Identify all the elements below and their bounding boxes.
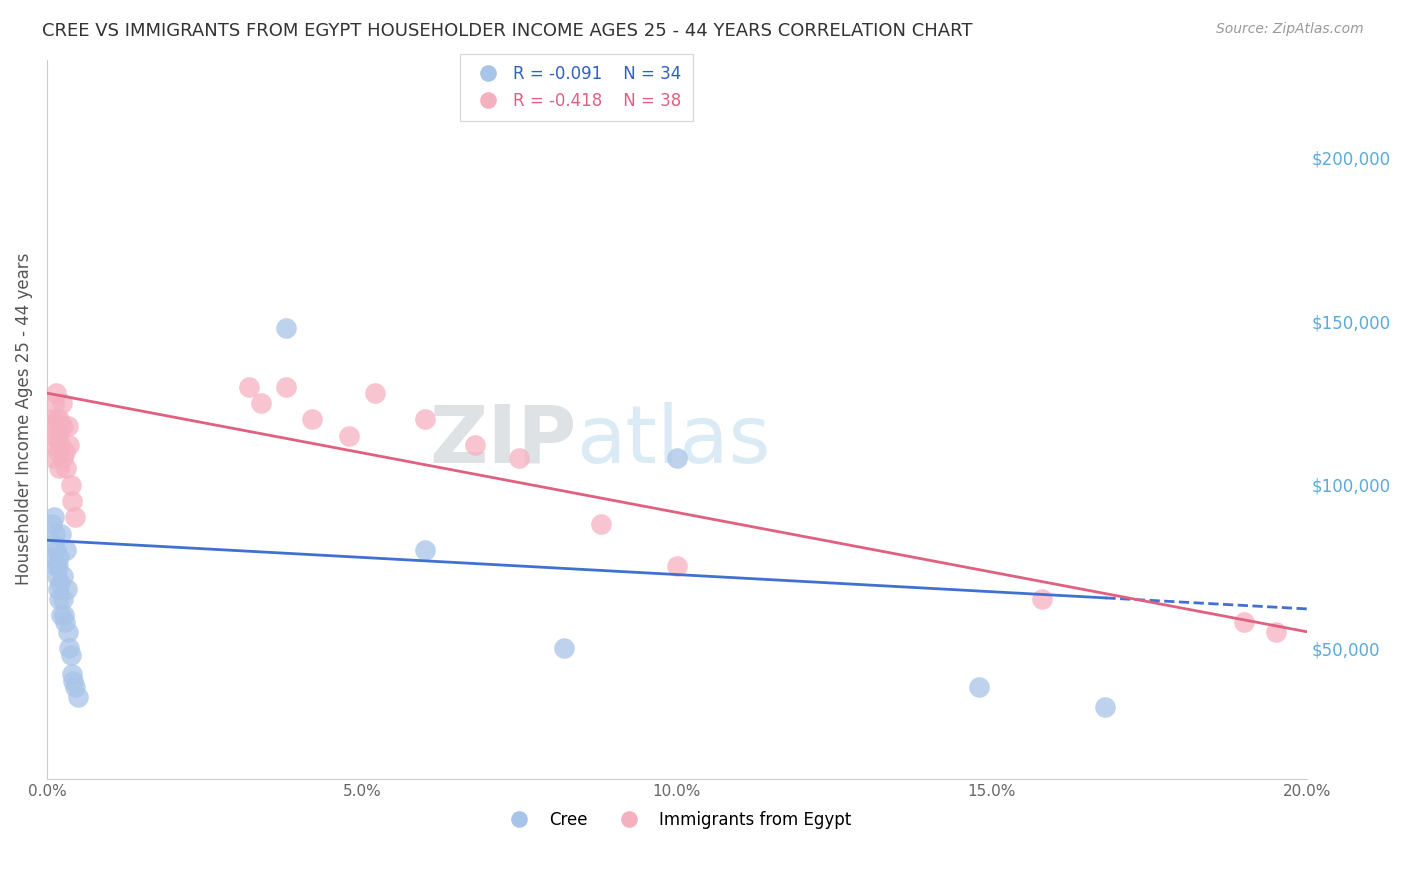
Text: Source: ZipAtlas.com: Source: ZipAtlas.com: [1216, 22, 1364, 37]
Point: [413, 543, 436, 558]
Legend: Cree, Immigrants from Egypt: Cree, Immigrants from Egypt: [496, 804, 858, 835]
Point: [238, 379, 260, 393]
Point: [553, 641, 575, 656]
Point: [52, 592, 75, 607]
Point: [44, 510, 66, 524]
Point: [48, 412, 70, 426]
Point: [41, 516, 63, 531]
Point: [58, 641, 80, 656]
Point: [59, 648, 82, 662]
Point: [276, 320, 298, 334]
Point: [53, 615, 76, 629]
Point: [46, 569, 69, 583]
Point: [67, 690, 90, 705]
Point: [51, 396, 73, 410]
Point: [464, 438, 486, 452]
Point: [46, 428, 69, 442]
Point: [41, 428, 63, 442]
Point: [42, 549, 65, 564]
Point: [1031, 592, 1053, 607]
Point: [276, 379, 298, 393]
Point: [56, 418, 79, 433]
Point: [301, 412, 323, 426]
Point: [48, 592, 70, 607]
Point: [49, 438, 72, 452]
Point: [60, 667, 83, 681]
Point: [52, 451, 75, 466]
Point: [665, 451, 688, 466]
Point: [58, 438, 80, 452]
Point: [46, 412, 69, 426]
Point: [44, 526, 66, 541]
Point: [49, 418, 72, 433]
Point: [52, 418, 75, 433]
Point: [363, 386, 385, 401]
Point: [665, 559, 688, 574]
Point: [49, 526, 72, 541]
Point: [508, 451, 530, 466]
Point: [250, 396, 273, 410]
Text: atlas: atlas: [576, 401, 770, 480]
Point: [55, 543, 77, 558]
Point: [56, 624, 79, 639]
Text: ZIP: ZIP: [429, 401, 576, 480]
Point: [46, 582, 69, 597]
Point: [1094, 700, 1116, 714]
Point: [45, 543, 67, 558]
Point: [65, 510, 87, 524]
Point: [42, 396, 65, 410]
Point: [56, 582, 79, 597]
Point: [53, 445, 76, 459]
Point: [591, 516, 613, 531]
Point: [45, 386, 67, 401]
Point: [1264, 624, 1286, 639]
Point: [413, 412, 436, 426]
Point: [44, 438, 66, 452]
Point: [41, 412, 63, 426]
Point: [969, 681, 991, 695]
Text: CREE VS IMMIGRANTS FROM EGYPT HOUSEHOLDER INCOME AGES 25 - 44 YEARS CORRELATION : CREE VS IMMIGRANTS FROM EGYPT HOUSEHOLDE…: [42, 22, 973, 40]
Point: [59, 477, 82, 491]
Y-axis label: Householder Income Ages 25 - 44 years: Householder Income Ages 25 - 44 years: [15, 253, 32, 585]
Point: [60, 494, 83, 508]
Point: [65, 681, 87, 695]
Point: [46, 559, 69, 574]
Point: [46, 445, 69, 459]
Point: [48, 461, 70, 475]
Point: [45, 559, 67, 574]
Point: [337, 428, 360, 442]
Point: [1233, 615, 1256, 629]
Point: [55, 461, 77, 475]
Point: [62, 673, 84, 688]
Point: [49, 575, 72, 590]
Point: [52, 569, 75, 583]
Point: [48, 549, 70, 564]
Point: [51, 608, 73, 623]
Point: [52, 608, 75, 623]
Point: [44, 418, 66, 433]
Point: [42, 451, 65, 466]
Point: [42, 536, 65, 550]
